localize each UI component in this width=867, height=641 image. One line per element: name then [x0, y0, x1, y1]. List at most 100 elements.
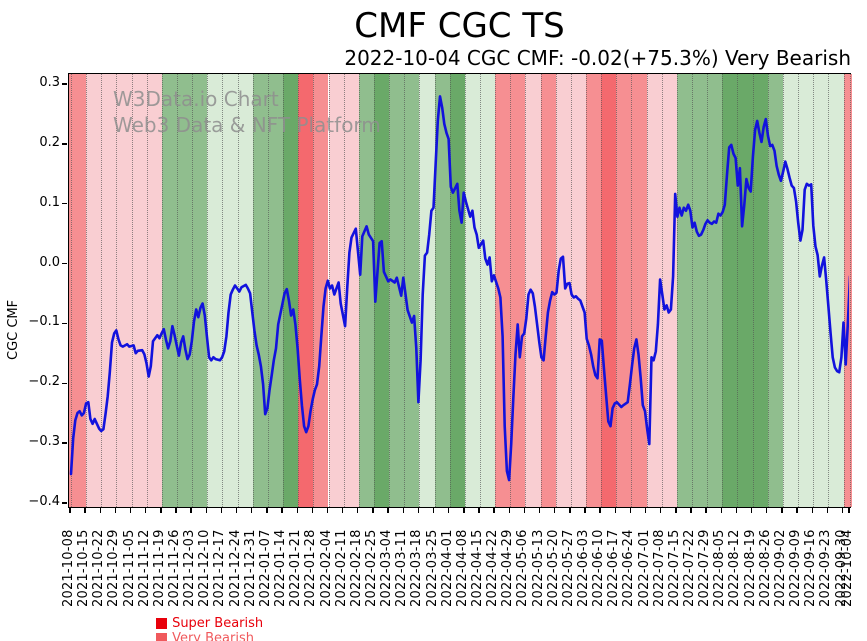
y-tick-mark: [62, 322, 67, 325]
x-tick-label: 2022-04-15: [469, 529, 485, 607]
rating-band-very_bullish: [404, 74, 420, 507]
x-tick-mark: [266, 508, 268, 513]
x-tick-label: 2022-04-08: [454, 529, 470, 607]
week-gridline: [798, 74, 800, 507]
x-tick-label: 2021-10-29: [106, 529, 122, 607]
chart-title: CMF CGC TS: [354, 6, 565, 46]
rating-band-very_bullish: [676, 74, 693, 507]
x-tick-mark: [296, 508, 298, 513]
x-tick-label: 2022-07-29: [697, 529, 713, 607]
x-tick-mark: [796, 508, 798, 513]
x-tick-mark: [554, 508, 556, 513]
y-tick-mark: [62, 262, 67, 265]
x-tick-label: 2022-07-15: [666, 529, 682, 607]
x-tick-label: 2022-01-21: [288, 529, 304, 607]
rating-band-very_bearish: [540, 74, 556, 507]
y-tick-label: 0.2: [39, 134, 60, 150]
x-tick-label: 2022-06-17: [606, 529, 622, 607]
x-tick-label: 2022-01-07: [257, 529, 273, 607]
x-tick-label: 2021-12-31: [242, 529, 258, 607]
x-tick-label: 2021-10-15: [76, 529, 92, 607]
x-tick-label: 2021-11-05: [121, 529, 137, 607]
legend-swatch-icon: [156, 618, 168, 629]
x-tick-label: 2021-10-22: [91, 529, 107, 607]
x-tick-label: 2022-07-08: [651, 529, 667, 607]
x-tick-mark: [281, 508, 283, 513]
week-gridline: [177, 74, 179, 507]
week-gridline: [495, 74, 497, 507]
y-tick-label: −0.1: [28, 314, 60, 330]
x-tick-label: 2022-08-12: [727, 529, 743, 607]
x-tick-mark: [690, 508, 692, 513]
x-tick-label: 2022-03-11: [394, 529, 410, 607]
x-tick-mark: [417, 508, 420, 513]
rating-band-bullish: [813, 74, 829, 507]
x-tick-label: 2021-11-26: [167, 529, 183, 607]
x-tick-label: 2022-07-22: [682, 529, 698, 607]
rating-band-bullish: [479, 74, 496, 507]
x-tick-mark: [145, 508, 147, 513]
rating-band-bullish: [237, 74, 253, 507]
x-tick-mark: [326, 508, 329, 513]
week-gridline: [782, 74, 784, 507]
y-tick-mark: [62, 83, 67, 85]
x-tick-mark: [766, 508, 768, 513]
x-tick-mark: [341, 508, 344, 513]
x-tick-mark: [614, 508, 616, 513]
week-gridline: [464, 74, 466, 507]
week-gridline: [752, 74, 754, 507]
week-gridline: [601, 74, 603, 507]
x-tick-mark: [644, 508, 647, 513]
watermark: W3Data.io Chart Web3 Data & NFT Platform: [113, 86, 381, 138]
rating-band-bearish: [525, 74, 541, 507]
y-tick-mark: [62, 143, 67, 145]
plot-area: W3Data.io Chart Web3 Data & NFT Platform: [68, 73, 852, 508]
x-tick-mark: [826, 508, 829, 513]
x-tick-mark: [493, 508, 495, 513]
x-tick-mark: [160, 508, 162, 513]
x-tick-mark: [447, 508, 450, 513]
x-tick-label: 2021-12-03: [182, 529, 198, 607]
rating-band-bullish: [828, 74, 844, 507]
x-tick-label: 2022-06-24: [621, 529, 637, 607]
week-gridline: [707, 74, 709, 507]
x-tick-label: 2021-12-17: [212, 529, 228, 607]
x-tick-mark: [175, 508, 177, 513]
x-tick-mark: [220, 508, 223, 513]
rating-band-super_bullish: [449, 74, 465, 507]
week-gridline: [161, 74, 163, 507]
week-gridline: [86, 74, 88, 507]
y-tick-label: 0.1: [39, 194, 60, 210]
legend-item-very-bearish: Very Bearish: [156, 631, 289, 641]
week-gridline: [328, 74, 330, 507]
week-gridline: [540, 74, 542, 507]
rating-band-bearish: [131, 74, 147, 507]
rating-band-bullish: [782, 74, 799, 507]
x-tick-label: 2022-10-04: [840, 529, 855, 607]
legend-item-label: Very Bearish: [172, 631, 254, 641]
x-tick-mark: [841, 508, 844, 513]
x-tick-label: 2022-01-28: [303, 529, 319, 607]
legend-item-super-bearish: Super Bearish: [156, 616, 289, 631]
legend-swatch-icon: [156, 633, 168, 641]
x-tick-mark: [387, 508, 389, 513]
rating-band-very_bullish: [707, 74, 723, 507]
y-tick-mark: [62, 442, 67, 444]
x-tick-label: 2022-07-01: [636, 529, 652, 607]
x-tick-label: 2022-09-09: [788, 529, 804, 607]
rating-band-very_bullish: [267, 74, 284, 507]
x-tick-label: 2022-05-13: [530, 529, 546, 607]
x-tick-mark: [432, 508, 435, 513]
week-gridline: [434, 74, 436, 507]
x-tick-mark: [599, 508, 601, 513]
week-gridline: [222, 74, 224, 507]
rating-band-very_bearish: [313, 74, 329, 507]
rating-band-super_bullish: [373, 74, 390, 507]
rating-band-bullish: [207, 74, 223, 507]
x-tick-mark: [114, 508, 117, 513]
x-tick-label: 2022-09-16: [803, 529, 819, 607]
x-tick-mark: [372, 508, 374, 513]
